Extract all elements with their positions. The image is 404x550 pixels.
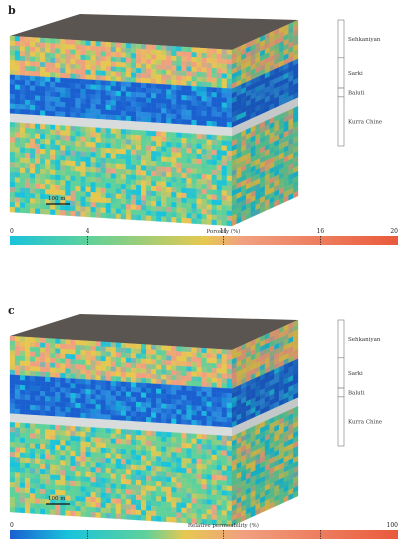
scale-label: 100 m (48, 196, 66, 202)
formation-bracket (337, 87, 345, 98)
formation-label: Sarki (348, 71, 363, 77)
baluti-side (232, 397, 298, 437)
colorbar-title: Relative permeability (%) (188, 522, 259, 529)
scale-bar: 100 m (46, 496, 70, 505)
colorbar-tick-label: 0 (10, 228, 14, 235)
colorbar-title: Porosity (%) (206, 228, 240, 235)
formation-bracket (337, 319, 345, 359)
colorbar-tick-label: 16 (317, 228, 325, 235)
sarki-side-face (231, 58, 299, 128)
formation-bracket (337, 57, 345, 89)
colorbar-tick-label: 100 (387, 522, 399, 529)
colorbar-tick-label: 0 (10, 522, 14, 529)
baluti-side (232, 97, 298, 137)
baluti-front (10, 113, 232, 137)
model-block (9, 14, 299, 227)
sarki-side-face (231, 358, 299, 428)
top-face (10, 314, 298, 350)
formation-column: Sehkaniyan Sarki Baluti Kurra Chine (337, 319, 382, 447)
top-front-face (9, 335, 233, 389)
formation-label: Kurra Chine (348, 119, 382, 125)
formation-label: Kurra Chine (348, 419, 382, 425)
panel-letter: b (8, 4, 16, 17)
colorbar: 0 4 11 16 20 Porosity (%) (10, 228, 398, 245)
colorbar: 0 100 Relative permeability (%) (10, 522, 398, 539)
sarki-front-face (9, 374, 233, 428)
porosity-model-figure: Sehkaniyan Sarki Baluti Kurra Chine 100 m 0 4 1… (9, 14, 398, 245)
panel-b-porosity: b Sehkaniyan Sarki Baluti Kurra Chine 100 m 0… (0, 0, 404, 272)
top-face (10, 14, 298, 50)
formation-bracket (337, 357, 345, 389)
formation-label: Baluti (348, 390, 365, 396)
top-side-face (231, 19, 299, 89)
formation-bracket (337, 96, 345, 147)
panel-letter: c (8, 304, 15, 317)
scale-label: 100 m (48, 496, 66, 502)
colorbar-gradient (10, 236, 398, 245)
kurra-side-face (231, 406, 299, 527)
model-block (9, 314, 299, 527)
formation-bracket (337, 19, 345, 59)
colorbar-tick-label: 20 (390, 228, 398, 235)
top-side-face (231, 319, 299, 389)
kurra-front-face (9, 422, 233, 527)
formation-column: Sehkaniyan Sarki Baluti Kurra Chine (337, 19, 382, 147)
colorbar-tick-label: 11 (220, 228, 228, 235)
kurra-front-face (9, 122, 233, 227)
formation-bracket (337, 396, 345, 447)
scale-bar: 100 m (46, 196, 70, 205)
kurra-side-face (231, 106, 299, 227)
formation-label: Sehkaniyan (348, 337, 381, 343)
colorbar-tick-label: 4 (86, 228, 90, 235)
formation-label: Sehkaniyan (348, 37, 381, 43)
top-front-face (9, 35, 233, 89)
baluti-front (10, 413, 232, 437)
formation-label: Sarki (348, 371, 363, 377)
colorbar-gradient (10, 530, 398, 539)
formation-label: Baluti (348, 90, 365, 96)
panel-c-permeability: c Sehkaniyan Sarki Baluti Kurra Chine 100 m 0… (0, 300, 404, 550)
sarki-front-face (9, 74, 233, 128)
formation-bracket (337, 387, 345, 398)
permeability-model-figure: Sehkaniyan Sarki Baluti Kurra Chine 100 m 0 10… (9, 314, 398, 539)
